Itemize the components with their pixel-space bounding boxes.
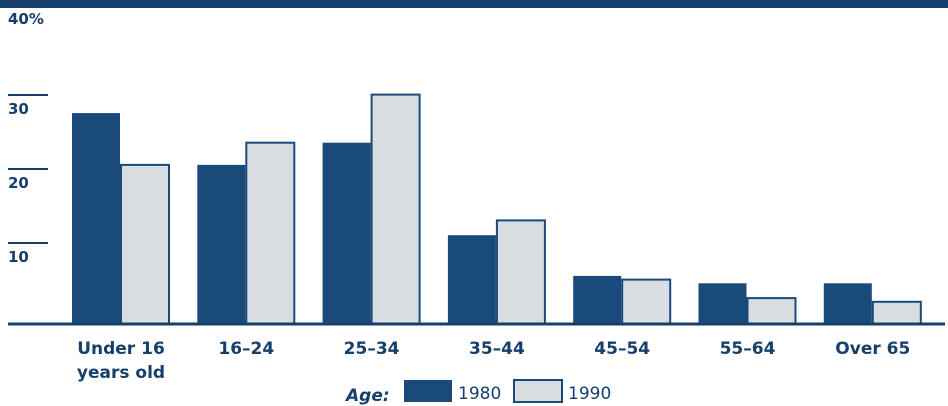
bar-1980-3 [447, 235, 496, 324]
legend: Age: 1980 1990 [344, 379, 611, 406]
y-tick-label: 40% [8, 10, 44, 28]
x-tick-label: 55–64 [720, 339, 776, 359]
top-rule [0, 0, 948, 8]
bar-1980-4 [573, 275, 622, 324]
bar-1990-4 [621, 278, 672, 326]
legend-label-1990: 1990 [568, 384, 611, 404]
x-tick-label: 25–34 [344, 339, 400, 359]
legend-label-1980: 1980 [458, 384, 501, 404]
bar-1990-1 [245, 141, 296, 325]
x-axis-labels: Under 16 years old 16–24 25–34 35–44 45–54 55–… [77, 339, 910, 383]
x-tick-label: 35–44 [469, 339, 525, 359]
bar-1980-2 [322, 142, 371, 324]
x-tick-label: 45–54 [594, 339, 650, 359]
x-tick-label: Under 16 [77, 339, 165, 359]
y-tick-label: 20 [8, 174, 29, 192]
bar-1990-2 [370, 93, 421, 325]
bar-1990-0 [120, 163, 170, 325]
legend-swatch-1990 [513, 379, 563, 403]
bar-1980-6 [823, 283, 872, 324]
legend-swatch-1980 [404, 380, 452, 402]
bar-1990-6 [871, 300, 922, 325]
y-axis: 10 20 30 40% [8, 10, 48, 266]
y-tick-label: 10 [8, 248, 29, 266]
x-tick-label: 16–24 [218, 339, 274, 359]
bar-1980-1 [197, 164, 246, 324]
bar-1980-5 [698, 283, 747, 324]
legend-title: Age: [344, 386, 390, 406]
bar-1990-3 [495, 219, 546, 325]
bar-1980-0 [72, 113, 120, 324]
x-tick-label: years old [77, 363, 165, 383]
x-tick-label: Over 65 [835, 339, 910, 359]
bars [72, 93, 922, 326]
y-tick-label: 30 [8, 100, 29, 118]
bar-1990-5 [746, 297, 797, 326]
